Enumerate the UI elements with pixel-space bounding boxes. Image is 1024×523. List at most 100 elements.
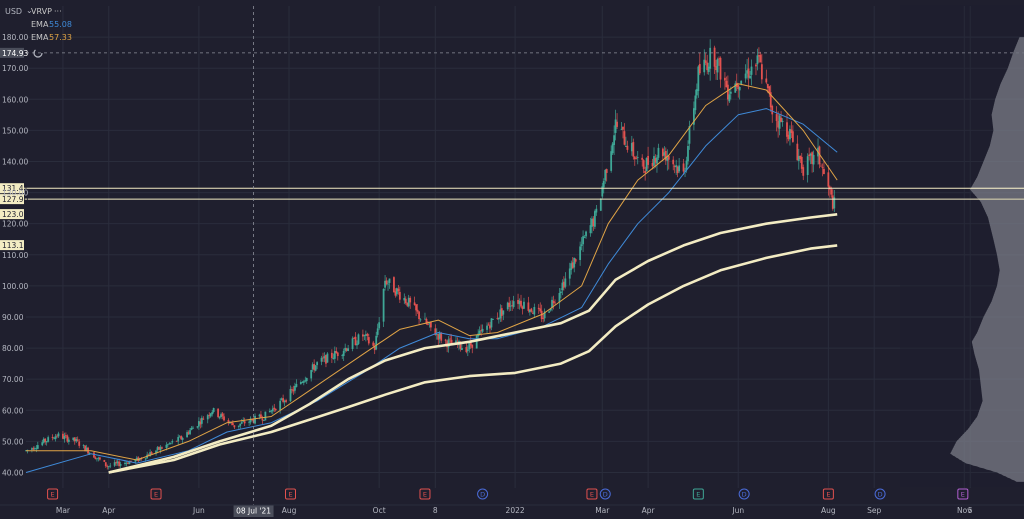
x-tick-label: Jun bbox=[192, 506, 205, 515]
horizontal-levels[interactable]: 131.41 127.90 123.08 113.11 bbox=[0, 183, 1024, 251]
candle-body bbox=[418, 311, 420, 320]
ema-short-line[interactable] bbox=[26, 83, 838, 461]
candle-body bbox=[469, 341, 472, 346]
candle-body bbox=[282, 398, 285, 402]
candle-body bbox=[641, 157, 644, 160]
candle-body bbox=[468, 342, 471, 350]
event-marker-label: E bbox=[51, 491, 55, 499]
candle-body bbox=[341, 355, 344, 356]
candle-body bbox=[747, 68, 750, 78]
indicator-ema-long-label[interactable]: EMA bbox=[31, 20, 49, 29]
candle-body bbox=[821, 167, 824, 168]
dividend-marker-icon[interactable] bbox=[477, 488, 489, 500]
candle-body bbox=[395, 288, 398, 295]
candle-body bbox=[66, 435, 69, 442]
candle-body bbox=[694, 95, 697, 111]
dividend-marker-icon[interactable] bbox=[599, 488, 611, 500]
earnings-marker-icon[interactable] bbox=[47, 488, 59, 500]
candle-body bbox=[64, 435, 67, 436]
candle-body bbox=[125, 462, 128, 464]
candle-body bbox=[571, 262, 574, 269]
dividend-marker-icon[interactable] bbox=[874, 488, 886, 500]
indicator-vrvp-label[interactable]: VRVP bbox=[31, 7, 52, 16]
earnings-marker-icon[interactable] bbox=[692, 488, 704, 500]
price-axis[interactable]: 40.00 50.00 60.00 70.00 80.00 90.00 100.00 110.… bbox=[2, 33, 28, 477]
candle-body bbox=[406, 302, 409, 306]
candle-body bbox=[249, 418, 252, 423]
candle-body bbox=[196, 426, 199, 428]
candle-body bbox=[820, 165, 822, 167]
candle-body bbox=[564, 278, 567, 287]
candle-body bbox=[759, 55, 762, 63]
earnings-marker-icon[interactable] bbox=[150, 488, 162, 500]
anchored-vwap-upper-line[interactable] bbox=[108, 213, 838, 474]
currency-label[interactable]: USD bbox=[5, 7, 22, 16]
y-tick-label: 90.00 bbox=[2, 313, 24, 322]
candle-body bbox=[53, 438, 55, 440]
candle-body bbox=[589, 225, 592, 234]
candle-body bbox=[302, 381, 305, 383]
candle-body bbox=[775, 114, 778, 121]
candle-body bbox=[227, 420, 230, 423]
candle-body bbox=[570, 263, 573, 270]
candle-body bbox=[41, 442, 44, 446]
candle-body bbox=[630, 143, 633, 152]
earnings-marker-icon[interactable] bbox=[586, 488, 598, 500]
candle-body bbox=[818, 146, 821, 165]
indicator-ema-long-value: 55.08 bbox=[49, 20, 72, 29]
candle-body bbox=[511, 305, 514, 306]
candle-body bbox=[633, 156, 636, 160]
candle-body bbox=[35, 448, 38, 450]
candle-body bbox=[320, 357, 323, 362]
event-marker-label: D bbox=[480, 491, 485, 499]
earnings-marker-icon[interactable] bbox=[419, 488, 431, 500]
candle-body bbox=[440, 333, 443, 341]
candle-body bbox=[161, 447, 163, 449]
candle-body bbox=[73, 437, 76, 442]
x-tick-label: Aug bbox=[282, 506, 297, 515]
earnings-marker-icon[interactable] bbox=[285, 488, 297, 500]
candle-body bbox=[199, 421, 202, 425]
candle-body bbox=[635, 158, 638, 160]
candle-body bbox=[335, 351, 338, 354]
candle-body bbox=[427, 324, 429, 325]
earnings-marker-icon[interactable] bbox=[957, 488, 969, 500]
candle-body bbox=[520, 300, 522, 307]
candle-body bbox=[221, 413, 224, 417]
candle-body bbox=[84, 445, 87, 452]
candle-body bbox=[808, 154, 811, 157]
candle-body bbox=[583, 237, 586, 238]
event-marker-label: E bbox=[590, 491, 594, 499]
candle-body bbox=[230, 422, 233, 424]
candle-body bbox=[543, 311, 546, 319]
y-tick-label: 60.00 bbox=[2, 406, 24, 415]
candle-body bbox=[356, 343, 358, 346]
candle-body bbox=[800, 156, 803, 169]
candle-body bbox=[202, 418, 205, 420]
candle-body bbox=[561, 282, 564, 291]
candle-body bbox=[449, 338, 451, 340]
candle-body bbox=[685, 160, 688, 171]
y-tick-label: 40.00 bbox=[2, 468, 24, 477]
indicator-ema-short-label[interactable]: EMA bbox=[31, 33, 49, 42]
crosshair: 174.93 08 Jul '21 bbox=[0, 6, 1024, 517]
candle-body bbox=[724, 77, 726, 81]
dividend-marker-icon[interactable] bbox=[738, 488, 750, 500]
candle-body bbox=[687, 145, 689, 162]
earnings-marker-icon[interactable] bbox=[822, 488, 834, 500]
candle-body bbox=[237, 425, 240, 427]
candle-body bbox=[459, 341, 462, 349]
candle-body bbox=[718, 58, 720, 60]
candle-body bbox=[301, 382, 304, 383]
candle-body bbox=[523, 301, 525, 309]
candle-body bbox=[270, 410, 273, 412]
currency-caret[interactable]: ⌄ bbox=[26, 6, 33, 15]
candle-body bbox=[332, 357, 335, 359]
candle-body bbox=[344, 347, 347, 351]
event-marker-label: E bbox=[961, 491, 965, 499]
anchored-vwap-lower-line[interactable] bbox=[108, 244, 838, 474]
candle-body bbox=[158, 446, 160, 450]
